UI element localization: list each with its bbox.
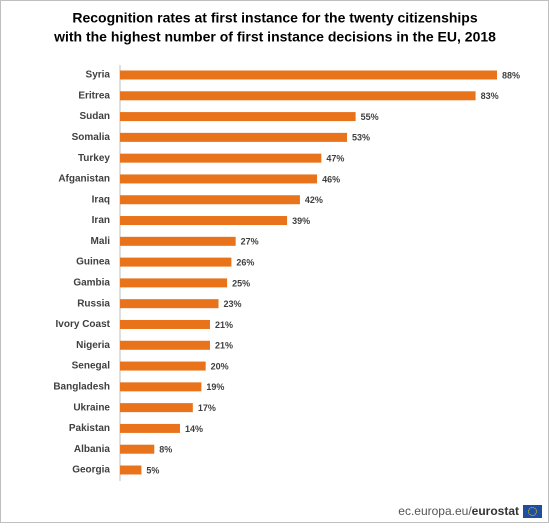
category-label: Senegal bbox=[72, 361, 111, 372]
value-label: 27% bbox=[241, 237, 259, 247]
source-site: ec.europa.eu/ bbox=[398, 504, 472, 518]
category-label: Iran bbox=[92, 215, 110, 226]
bar bbox=[120, 444, 155, 454]
category-label: Gambia bbox=[73, 278, 110, 289]
category-label: Turkey bbox=[78, 153, 110, 164]
bar bbox=[120, 465, 142, 475]
bar bbox=[120, 340, 210, 350]
value-label: 53% bbox=[352, 133, 370, 143]
value-label: 21% bbox=[215, 320, 233, 330]
bar bbox=[120, 153, 322, 163]
category-label: Albania bbox=[74, 444, 111, 455]
category-label: Iraq bbox=[92, 194, 110, 205]
value-label: 17% bbox=[198, 403, 216, 413]
category-label: Eritrea bbox=[78, 90, 110, 101]
category-label: Russia bbox=[77, 298, 110, 309]
value-label: 25% bbox=[232, 278, 250, 288]
category-label: Somalia bbox=[72, 132, 111, 143]
category-label: Syria bbox=[86, 70, 111, 81]
value-label: 83% bbox=[481, 91, 499, 101]
category-label: Georgia bbox=[72, 465, 110, 476]
chart-title: with the highest number of first instanc… bbox=[53, 29, 496, 45]
bar bbox=[120, 257, 232, 267]
bar bbox=[120, 216, 288, 226]
bar bbox=[120, 70, 497, 80]
bar bbox=[120, 174, 318, 184]
value-label: 42% bbox=[305, 195, 323, 205]
eu-flag bbox=[523, 505, 542, 518]
category-label: Guinea bbox=[76, 257, 110, 268]
bar bbox=[120, 319, 210, 329]
value-label: 46% bbox=[322, 174, 340, 184]
value-label: 5% bbox=[146, 465, 159, 475]
value-label: 39% bbox=[292, 216, 310, 226]
category-label: Ukraine bbox=[73, 402, 110, 413]
value-label: 19% bbox=[206, 382, 224, 392]
value-label: 8% bbox=[159, 445, 172, 455]
bar bbox=[120, 361, 206, 371]
bar bbox=[120, 403, 193, 413]
category-label: Ivory Coast bbox=[56, 319, 111, 330]
category-label: Nigeria bbox=[76, 340, 110, 351]
category-label: Afganistan bbox=[58, 174, 110, 185]
category-label: Bangladesh bbox=[53, 381, 110, 392]
category-label: Sudan bbox=[79, 111, 110, 122]
bar bbox=[120, 236, 236, 246]
value-label: 20% bbox=[211, 361, 229, 371]
value-label: 23% bbox=[224, 299, 242, 309]
bar bbox=[120, 423, 180, 433]
chart-title: Recognition rates at first instance for … bbox=[72, 10, 478, 26]
bar bbox=[120, 299, 219, 309]
bar bbox=[120, 382, 202, 392]
value-label: 26% bbox=[236, 257, 254, 267]
category-label: Pakistan bbox=[69, 423, 110, 434]
bar bbox=[120, 112, 356, 122]
bar bbox=[120, 195, 300, 205]
value-label: 14% bbox=[185, 424, 203, 434]
bar bbox=[120, 278, 228, 288]
source: ec.europa.eu/eurostat bbox=[398, 504, 519, 518]
bar bbox=[120, 91, 476, 101]
value-label: 88% bbox=[502, 70, 520, 80]
value-label: 21% bbox=[215, 341, 233, 351]
source-brand: eurostat bbox=[472, 504, 519, 518]
value-label: 47% bbox=[326, 154, 344, 164]
category-label: Mali bbox=[91, 236, 111, 247]
value-label: 55% bbox=[361, 112, 379, 122]
bar bbox=[120, 132, 348, 142]
